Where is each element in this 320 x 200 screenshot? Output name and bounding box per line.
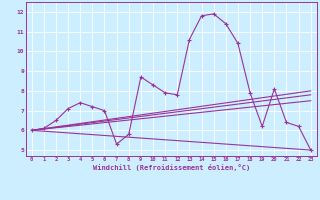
X-axis label: Windchill (Refroidissement éolien,°C): Windchill (Refroidissement éolien,°C) bbox=[92, 164, 250, 171]
